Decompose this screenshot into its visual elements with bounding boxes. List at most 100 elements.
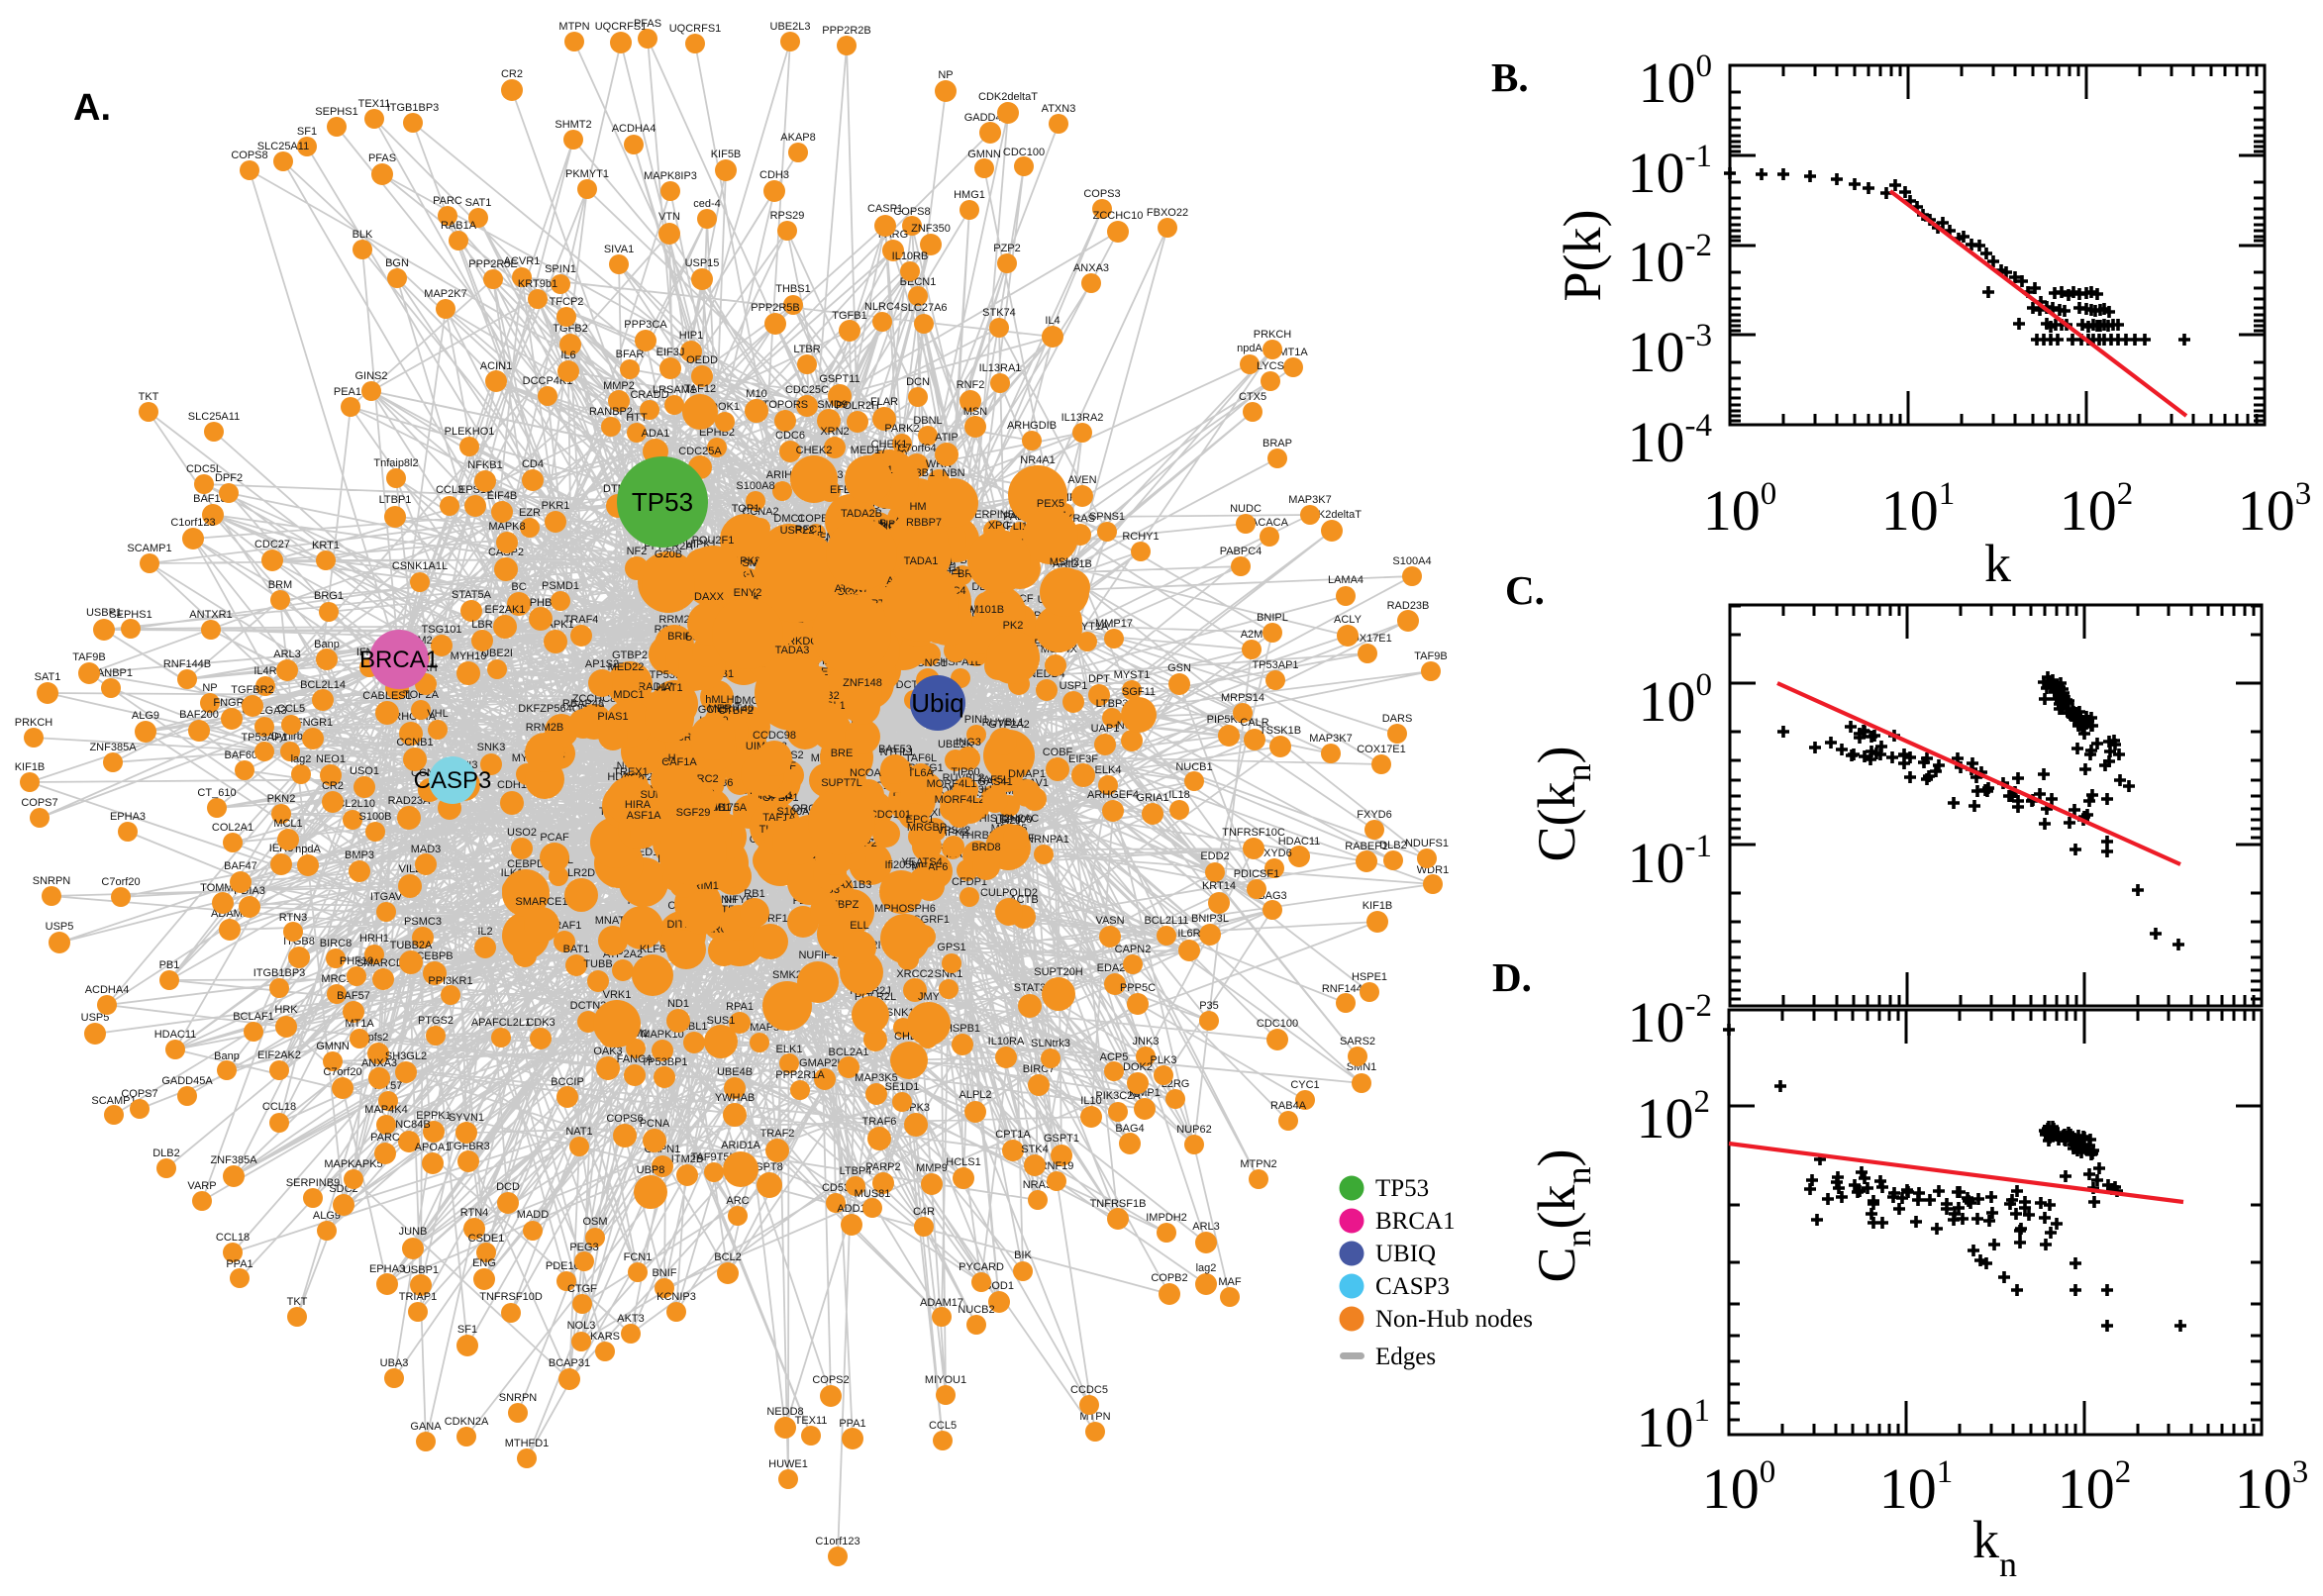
svg-text:EPHA3: EPHA3 xyxy=(369,1263,405,1275)
svg-text:ACDHA4: ACDHA4 xyxy=(612,123,656,135)
svg-text:TFCP2: TFCP2 xyxy=(550,296,584,308)
svg-text:PPP2R2B: PPP2R2B xyxy=(822,25,871,37)
svg-text:NR4A1: NR4A1 xyxy=(1020,454,1055,466)
svg-text:USBP1: USBP1 xyxy=(403,1264,439,1276)
svg-text:XRCC2: XRCC2 xyxy=(896,968,933,980)
svg-text:UBP8: UBP8 xyxy=(637,1164,665,1176)
svg-text:MT1A: MT1A xyxy=(1278,347,1308,358)
svg-text:ADAM17: ADAM17 xyxy=(920,1297,963,1309)
svg-text:ANTXR1: ANTXR1 xyxy=(189,609,232,621)
svg-text:USP15: USP15 xyxy=(685,257,720,269)
svg-text:ZNF350: ZNF350 xyxy=(911,223,951,235)
svg-text:Banp: Banp xyxy=(214,1050,240,1062)
svg-text:TNFRSF10C: TNFRSF10C xyxy=(1222,827,1285,839)
svg-text:TKT: TKT xyxy=(287,1296,308,1308)
svg-text:LR2J: LR2J xyxy=(995,815,1021,827)
svg-text:CDC25C: CDC25C xyxy=(785,384,829,396)
svg-text:BCL2A1: BCL2A1 xyxy=(829,1047,869,1058)
svg-text:EZR: EZR xyxy=(519,507,541,519)
svg-text:ACVR1: ACVR1 xyxy=(504,255,541,267)
svg-text:RANBP2: RANBP2 xyxy=(589,406,633,418)
svg-text:POU2F1: POU2F1 xyxy=(692,535,735,547)
svg-text:PFAS: PFAS xyxy=(368,152,396,164)
svg-text:SEPHS1: SEPHS1 xyxy=(109,609,152,621)
svg-text:MAPK8: MAPK8 xyxy=(488,521,525,533)
svg-text:PSMD1: PSMD1 xyxy=(542,580,579,592)
svg-text:DMAP1: DMAP1 xyxy=(1008,768,1046,780)
svg-text:ELL: ELL xyxy=(850,920,869,932)
svg-text:RTN3: RTN3 xyxy=(279,912,308,924)
svg-text:ZNF385A: ZNF385A xyxy=(210,1154,257,1166)
svg-text:CD4: CD4 xyxy=(522,458,544,470)
svg-text:CAF1A: CAF1A xyxy=(661,756,697,768)
svg-text:PPP2R1A: PPP2R1A xyxy=(775,1069,825,1081)
svg-text:AVEN: AVEN xyxy=(1067,474,1096,486)
svg-text:ANXA3: ANXA3 xyxy=(1073,262,1109,274)
svg-text:COX17E1: COX17E1 xyxy=(1357,744,1406,755)
svg-text:PKR1: PKR1 xyxy=(542,500,570,512)
svg-text:DCD: DCD xyxy=(496,1181,520,1193)
svg-text:IFNGR1: IFNGR1 xyxy=(293,717,333,729)
svg-text:MAPK10: MAPK10 xyxy=(641,1029,683,1041)
svg-text:HTT: HTT xyxy=(626,412,648,424)
svg-text:ELK1: ELK1 xyxy=(776,1044,803,1055)
svg-text:CT_610: CT_610 xyxy=(197,787,236,799)
svg-text:TADA3: TADA3 xyxy=(775,645,810,656)
svg-text:hMLH1: hMLH1 xyxy=(705,694,740,706)
svg-text:UBA3: UBA3 xyxy=(380,1357,409,1369)
svg-text:HSPE1: HSPE1 xyxy=(1352,971,1387,983)
svg-text:HAT1: HAT1 xyxy=(656,682,682,694)
svg-text:NEO1: NEO1 xyxy=(316,753,346,765)
svg-text:PPP2R5E: PPP2R5E xyxy=(468,258,518,270)
svg-text:NEDD8: NEDD8 xyxy=(766,1406,803,1418)
svg-text:CEBPB: CEBPB xyxy=(416,950,453,962)
svg-text:GAS41: GAS41 xyxy=(977,776,1012,788)
svg-text:BAF200: BAF200 xyxy=(179,709,219,721)
svg-text:Ubiq: Ubiq xyxy=(911,688,963,718)
svg-text:BAF57: BAF57 xyxy=(337,990,370,1002)
svg-text:IL10RA: IL10RA xyxy=(988,1036,1025,1047)
svg-text:COPB2: COPB2 xyxy=(1151,1272,1187,1284)
svg-text:ZNF148: ZNF148 xyxy=(843,677,882,689)
svg-text:SGF29: SGF29 xyxy=(676,807,711,819)
svg-text:GSPT11: GSPT11 xyxy=(819,373,859,385)
svg-text:LTBP1: LTBP1 xyxy=(379,494,412,506)
svg-text:CASP3: CASP3 xyxy=(414,767,492,794)
svg-text:CDC100: CDC100 xyxy=(1257,1018,1298,1030)
svg-text:FANCA: FANCA xyxy=(617,1053,654,1065)
svg-text:TP53AP1: TP53AP1 xyxy=(1252,659,1298,671)
svg-text:DPT: DPT xyxy=(1088,673,1110,685)
svg-text:BLK: BLK xyxy=(353,229,373,241)
svg-text:CCL5: CCL5 xyxy=(277,703,305,715)
svg-text:ZNF385A: ZNF385A xyxy=(89,742,137,753)
svg-text:IL10: IL10 xyxy=(1080,1095,1101,1107)
svg-text:PPP3CA: PPP3CA xyxy=(624,319,667,331)
svg-text:MIYOU1: MIYOU1 xyxy=(925,1374,966,1386)
svg-text:RRM2: RRM2 xyxy=(658,614,689,626)
svg-text:JMY: JMY xyxy=(918,991,941,1003)
svg-text:TP53: TP53 xyxy=(1375,1175,1429,1202)
svg-text:RBAP48: RBAP48 xyxy=(562,698,604,710)
svg-text:SF1: SF1 xyxy=(457,1324,477,1336)
svg-text:CSNK1A1L: CSNK1A1L xyxy=(392,560,448,572)
svg-text:HDAC11: HDAC11 xyxy=(1278,836,1321,848)
svg-text:CCL3: CCL3 xyxy=(436,484,463,496)
svg-text:ING3: ING3 xyxy=(956,737,981,748)
svg-text:TGFB2: TGFB2 xyxy=(553,323,587,335)
svg-text:FLI1: FLI1 xyxy=(1006,521,1028,533)
svg-text:FBXO22: FBXO22 xyxy=(1147,207,1188,219)
svg-text:PFAS: PFAS xyxy=(634,18,661,30)
svg-text:SLC25A11: SLC25A11 xyxy=(188,411,240,423)
svg-text:PHB: PHB xyxy=(530,597,553,609)
svg-text:SMK2: SMK2 xyxy=(772,969,802,981)
svg-text:RCHY1: RCHY1 xyxy=(1122,531,1159,543)
svg-text:SF1: SF1 xyxy=(297,126,317,138)
svg-text:PLEKHO1: PLEKHO1 xyxy=(445,426,495,438)
svg-text:C.: C. xyxy=(1505,567,1545,613)
svg-text:PZP2: PZP2 xyxy=(993,243,1021,254)
svg-text:HUWE1: HUWE1 xyxy=(768,1458,808,1470)
svg-text:PARC: PARC xyxy=(433,195,462,207)
svg-text:MTPN2: MTPN2 xyxy=(1240,1158,1276,1170)
svg-text:PLK3: PLK3 xyxy=(1151,1054,1177,1066)
svg-text:CR2: CR2 xyxy=(322,780,344,792)
